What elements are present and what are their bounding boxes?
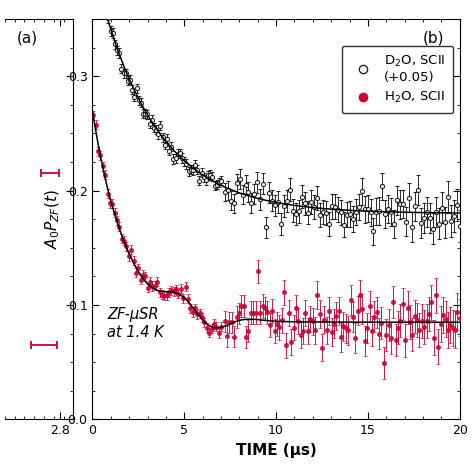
Text: ZF-μSR
at 1.4 K: ZF-μSR at 1.4 K bbox=[107, 307, 164, 340]
Y-axis label: $A_0P_{ZF}(t)$: $A_0P_{ZF}(t)$ bbox=[44, 189, 62, 249]
Text: (a): (a) bbox=[17, 31, 38, 46]
Text: (b): (b) bbox=[423, 31, 445, 46]
X-axis label: TIME (μs): TIME (μs) bbox=[236, 443, 317, 458]
Legend: D$_2$O, SCII
(+0.05), H$_2$O, SCII: D$_2$O, SCII (+0.05), H$_2$O, SCII bbox=[342, 46, 453, 113]
